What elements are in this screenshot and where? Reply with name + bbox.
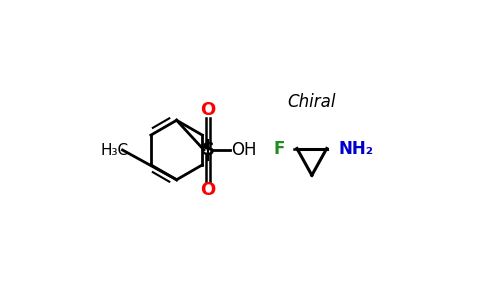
- Text: OH: OH: [232, 141, 257, 159]
- Text: S: S: [201, 141, 214, 159]
- Text: O: O: [200, 181, 215, 199]
- Text: H₃C: H₃C: [100, 142, 128, 158]
- Text: NH₂: NH₂: [339, 140, 374, 158]
- Text: F: F: [274, 140, 285, 158]
- Text: Chiral: Chiral: [287, 93, 336, 111]
- Text: O: O: [200, 101, 215, 119]
